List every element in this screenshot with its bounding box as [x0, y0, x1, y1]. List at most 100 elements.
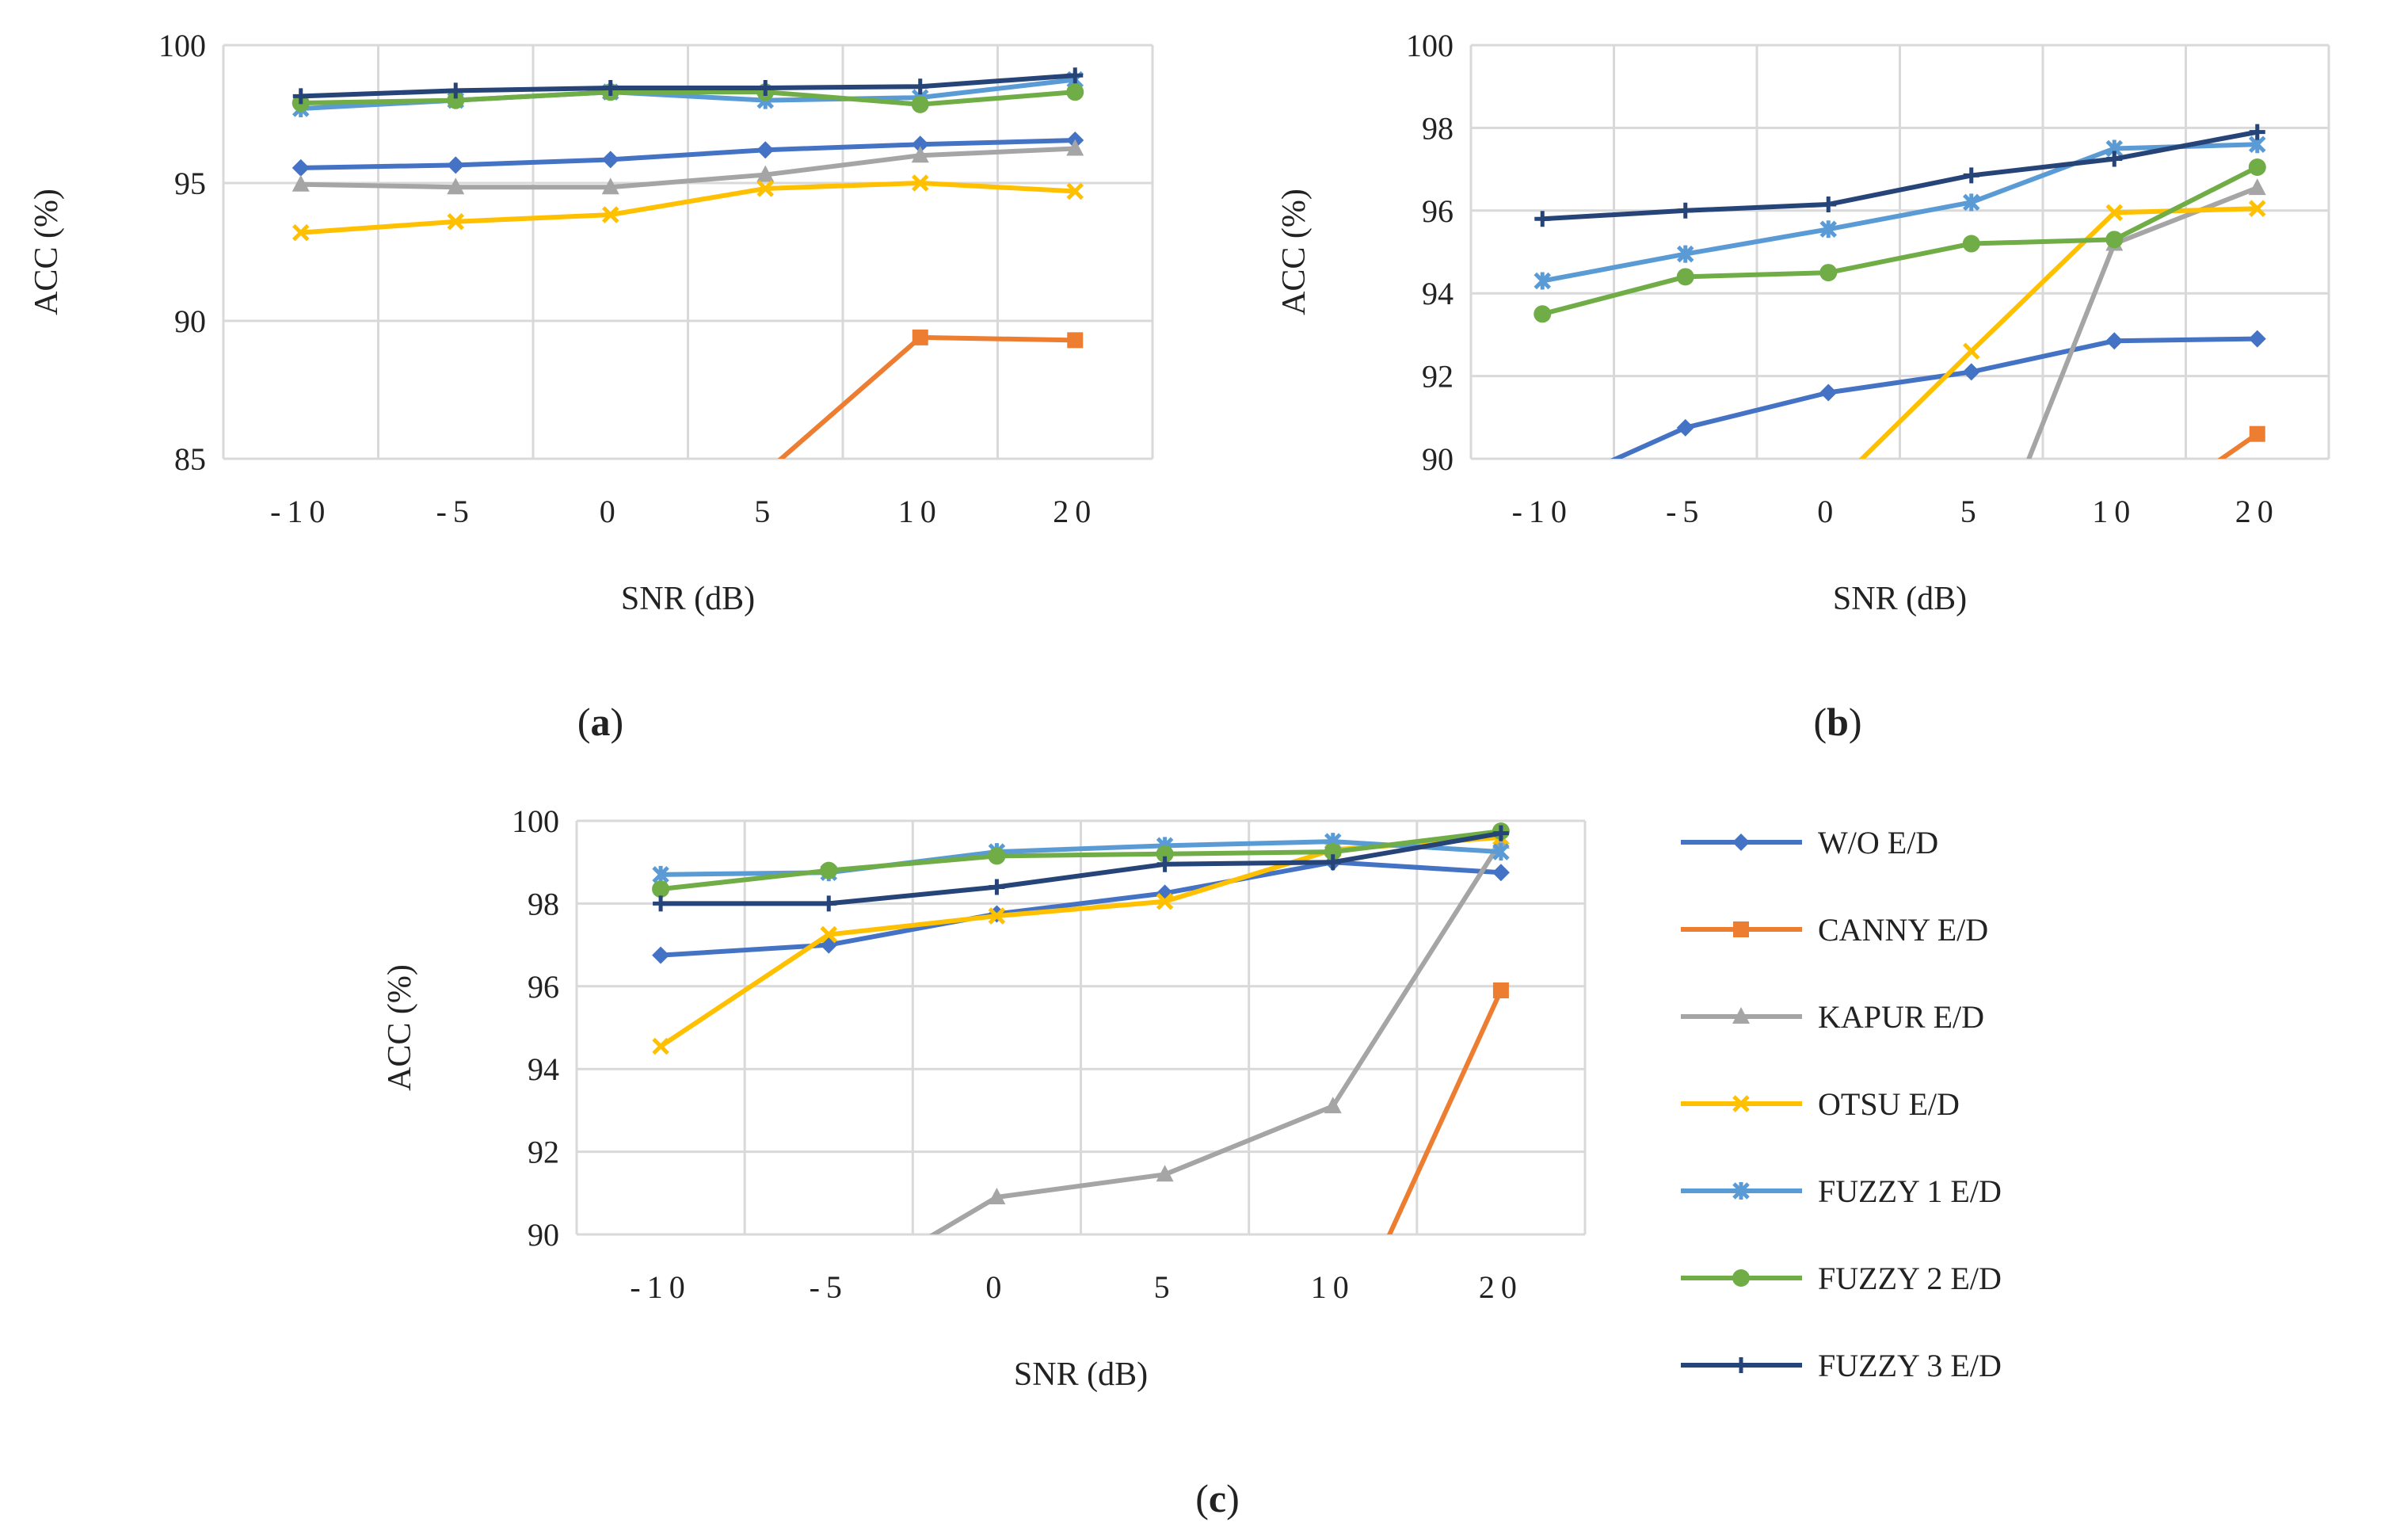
legend-marker	[1732, 834, 1750, 851]
x-axis-title: SNR (dB)	[621, 581, 755, 617]
series-fuzzy-2-e-d-point	[988, 847, 1006, 865]
series-otsu-e-d-point	[652, 1037, 669, 1055]
x-tick-label: -10	[270, 494, 331, 529]
y-tick-label: 95	[174, 166, 206, 201]
series-fuzzy-2-e-d-line	[1541, 165, 2259, 317]
series-fuzzy-3-e-d-point	[292, 88, 309, 105]
series-w-o-e-d-point	[291, 158, 310, 177]
series-otsu-e-d-point	[820, 925, 838, 944]
series-otsu-e-d-point	[291, 223, 310, 242]
panel-a: 85 90 95 100 -10 -5 0 5 10 20 SNR (dB) ACC (%) (a)	[29, 28, 1154, 744]
series-fuzzy-1-e-d-point	[1534, 272, 1552, 290]
y-tick-label: 85	[174, 441, 206, 477]
series-w-o-e-d-point	[1492, 864, 1510, 882]
series-group	[291, 67, 1084, 459]
series-fuzzy-2-e-d-point	[2248, 158, 2266, 176]
legend-marker	[1733, 1357, 1749, 1373]
y-tick-label: 96	[1422, 193, 1454, 229]
x-axis-title: SNR (dB)	[1833, 581, 1967, 617]
y-axis-title: ACC (%)	[29, 189, 65, 315]
series-kapur-e-d-line	[300, 146, 1076, 190]
panel-label: (a)	[577, 700, 623, 744]
series-fuzzy-1-e-d-point	[1962, 193, 1980, 212]
series-otsu-e-d-line	[300, 181, 1076, 235]
legend-item-w-o-e-d: W/O E/D	[1681, 825, 1938, 860]
series-w-o-e-d-point	[652, 946, 670, 964]
y-tick-label: 100	[1406, 28, 1454, 63]
series-fuzzy-3-e-d-line	[661, 830, 1502, 906]
x-tick-label: 0	[1817, 494, 1839, 529]
series-fuzzy-3-e-d-point	[2106, 151, 2123, 167]
y-tick-label: 92	[1422, 359, 1454, 395]
series-kapur-e-d-point	[988, 1188, 1006, 1205]
series-fuzzy-3-e-d-point	[1492, 825, 1509, 841]
series-otsu-e-d-point	[601, 206, 619, 223]
legend-marker	[1732, 1095, 1750, 1112]
series-fuzzy-3-e-d-point	[1534, 211, 1551, 227]
y-tick-label: 90	[1422, 441, 1454, 477]
series-fuzzy-2-e-d-point	[1962, 235, 1980, 253]
legend-label: CANNY E/D	[1818, 912, 1988, 948]
series-otsu-e-d-point	[988, 907, 1006, 925]
series-otsu-e-d-point	[2105, 204, 2124, 222]
series-fuzzy-1-e-d-point	[1676, 245, 1694, 263]
series-fuzzy-3-e-d-point	[1677, 202, 1694, 219]
y-tick-label: 90	[528, 1217, 559, 1253]
x-tick-label: 20	[1053, 494, 1097, 529]
series-fuzzy-2-e-d-point	[1676, 268, 1694, 286]
y-axis-title: ACC (%)	[382, 964, 418, 1091]
legend: W/O E/D CANNY E/D KAPUR E/D OTSU E/D FUZZY 1…	[1681, 825, 2002, 1383]
series-fuzzy-1-e-d-point	[1492, 843, 1510, 861]
series-fuzzy-2-e-d-point	[820, 861, 838, 879]
series-kapur-e-d-point	[1324, 1097, 1342, 1114]
legend-item-kapur-e-d: KAPUR E/D	[1681, 999, 1984, 1035]
x-tick-label: 20	[1479, 1269, 1523, 1305]
series-w-o-e-d-point	[2248, 330, 2266, 348]
series-canny-e-d-point	[912, 329, 928, 345]
series-otsu-e-d-point	[911, 174, 929, 192]
series-fuzzy-2-e-d-point	[2105, 231, 2124, 249]
y-tick-label: 98	[1422, 110, 1454, 146]
series-otsu-e-d-point	[756, 180, 775, 197]
legend-item-canny-e-d: CANNY E/D	[1681, 912, 1988, 948]
series-w-o-e-d-point	[756, 141, 775, 159]
series-fuzzy-3-e-d-line	[300, 73, 1076, 99]
series-w-o-e-d-line	[1610, 336, 2258, 459]
x-tick-label: 5	[1154, 1269, 1176, 1305]
series-w-o-e-d-point	[447, 156, 465, 174]
legend-marker	[1732, 1269, 1750, 1287]
series-fuzzy-2-e-d-line	[660, 829, 1502, 892]
series-fuzzy-2-e-d-point	[1819, 264, 1838, 282]
series-fuzzy-2-e-d-point	[1066, 83, 1084, 101]
series-canny-e-d-line	[1386, 989, 1503, 1234]
series-fuzzy-3-e-d-point	[757, 79, 774, 96]
series-fuzzy-3-e-d-point	[653, 895, 669, 912]
legend-label: FUZZY 1 E/D	[1818, 1173, 2002, 1209]
x-tick-label: -5	[810, 1269, 848, 1305]
legend-item-fuzzy-3-e-d: FUZZY 3 E/D	[1681, 1348, 2002, 1383]
x-axis-title: SNR (dB)	[1014, 1356, 1148, 1393]
series-canny-e-d-point	[1067, 332, 1084, 349]
series-kapur-e-d-point	[447, 177, 465, 195]
series-fuzzy-1-e-d-line	[1541, 142, 2258, 284]
series-canny-e-d-line	[777, 334, 1076, 459]
series-w-o-e-d-line	[660, 860, 1502, 958]
x-tick-label: 5	[1960, 494, 1983, 529]
series-w-o-e-d-point	[601, 151, 619, 169]
x-tick-label: -5	[436, 494, 475, 529]
y-tick-label: 90	[174, 303, 206, 339]
series-fuzzy-2-e-d-point	[1156, 845, 1174, 863]
series-fuzzy-1-e-d-point	[1819, 220, 1838, 238]
series-fuzzy-3-e-d-point	[912, 78, 928, 95]
y-tick-label: 94	[528, 1051, 559, 1087]
series-otsu-e-d-point	[1156, 893, 1174, 910]
series-canny-e-d-point	[1492, 982, 1509, 999]
legend-label: W/O E/D	[1818, 825, 1938, 860]
series-otsu-e-d-point	[1962, 342, 1980, 361]
series-fuzzy-2-e-d-point	[652, 880, 670, 898]
series-fuzzy-3-e-d-point	[1324, 854, 1341, 871]
panel-label: (c)	[1195, 1476, 1240, 1520]
legend-label: KAPUR E/D	[1818, 999, 1984, 1035]
series-canny-e-d-point	[2249, 425, 2265, 442]
